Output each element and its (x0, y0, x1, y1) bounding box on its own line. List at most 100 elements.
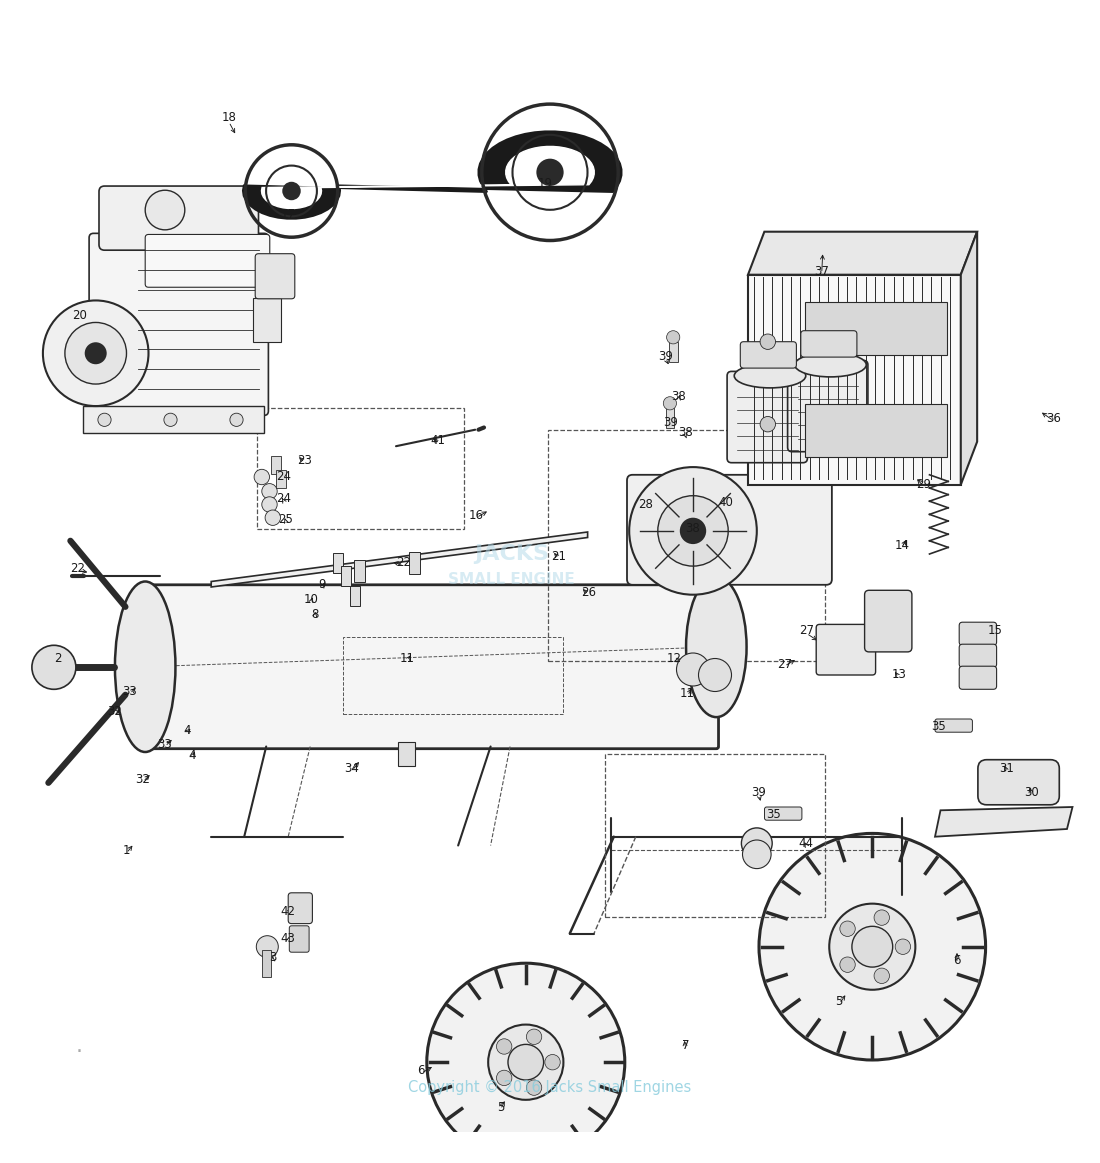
Bar (548, 429, 825, 661)
Text: 2: 2 (55, 652, 62, 665)
Circle shape (145, 191, 185, 230)
Text: 37: 37 (814, 265, 829, 278)
Text: 32: 32 (107, 705, 122, 718)
Text: 25: 25 (278, 513, 294, 527)
Text: 5: 5 (836, 996, 843, 1008)
Circle shape (851, 926, 893, 968)
FancyBboxPatch shape (978, 759, 1059, 805)
FancyBboxPatch shape (627, 475, 832, 585)
Circle shape (829, 904, 915, 990)
Ellipse shape (794, 352, 867, 377)
Text: 27: 27 (777, 657, 792, 671)
Text: 24: 24 (276, 492, 292, 506)
Text: 41: 41 (430, 434, 446, 448)
Bar (666, 408, 674, 428)
Text: 6: 6 (418, 1064, 425, 1077)
Circle shape (840, 921, 856, 936)
Bar (341, 566, 351, 586)
Bar (333, 552, 343, 572)
FancyBboxPatch shape (727, 371, 807, 463)
Ellipse shape (735, 364, 805, 388)
Circle shape (262, 484, 277, 499)
Bar (271, 456, 281, 473)
Text: 17: 17 (280, 208, 296, 221)
Text: 22: 22 (70, 562, 86, 575)
Text: 24: 24 (276, 471, 292, 484)
Text: 20: 20 (72, 309, 87, 322)
Circle shape (658, 495, 728, 566)
Polygon shape (211, 531, 587, 587)
Circle shape (508, 1044, 543, 1080)
Polygon shape (748, 231, 977, 274)
Text: 38: 38 (678, 427, 693, 440)
Text: 28: 28 (638, 498, 653, 511)
FancyBboxPatch shape (959, 644, 997, 668)
Text: 12: 12 (667, 652, 682, 665)
Text: 14: 14 (894, 538, 910, 551)
Circle shape (527, 1029, 542, 1044)
Circle shape (496, 1039, 512, 1054)
Text: 19: 19 (538, 177, 553, 190)
Bar (398, 742, 415, 766)
Circle shape (265, 511, 280, 526)
FancyBboxPatch shape (288, 893, 312, 923)
Polygon shape (935, 807, 1072, 836)
Circle shape (760, 334, 775, 349)
Bar (262, 950, 271, 977)
Text: 30: 30 (1024, 786, 1040, 799)
Circle shape (629, 468, 757, 594)
Bar (257, 408, 464, 529)
Circle shape (254, 470, 270, 485)
Text: 27: 27 (799, 625, 814, 637)
Bar (82, 406, 264, 433)
Text: 8: 8 (311, 608, 318, 621)
Bar (805, 302, 947, 355)
Circle shape (759, 834, 986, 1059)
Circle shape (680, 518, 706, 544)
Text: 42: 42 (280, 905, 296, 918)
Text: JACKS: JACKS (474, 544, 549, 564)
Circle shape (537, 158, 563, 186)
Text: 6: 6 (954, 955, 960, 968)
Bar (276, 470, 286, 488)
Polygon shape (262, 147, 594, 208)
Text: 18: 18 (221, 110, 236, 123)
FancyBboxPatch shape (143, 585, 718, 749)
Text: 31: 31 (999, 762, 1014, 775)
Bar (343, 636, 563, 713)
Text: 38: 38 (685, 522, 701, 535)
Circle shape (698, 658, 732, 692)
FancyBboxPatch shape (289, 926, 309, 952)
Text: Copyright © 2016 Jacks Small Engines: Copyright © 2016 Jacks Small Engines (408, 1080, 692, 1096)
Circle shape (262, 497, 277, 512)
Text: 26: 26 (581, 586, 596, 599)
FancyBboxPatch shape (788, 361, 868, 451)
Ellipse shape (686, 577, 747, 718)
Text: 3: 3 (270, 951, 276, 964)
Bar (350, 586, 360, 606)
Circle shape (98, 413, 111, 427)
Text: 11: 11 (399, 652, 415, 665)
Text: 29: 29 (916, 478, 932, 491)
FancyBboxPatch shape (89, 234, 268, 415)
FancyBboxPatch shape (99, 186, 258, 250)
Circle shape (496, 1070, 512, 1085)
Circle shape (663, 397, 676, 409)
Circle shape (230, 413, 243, 427)
Bar (253, 298, 280, 342)
Circle shape (427, 963, 625, 1161)
Text: 4: 4 (184, 723, 190, 736)
Text: 22: 22 (396, 556, 411, 570)
FancyBboxPatch shape (959, 622, 997, 645)
Circle shape (874, 909, 890, 926)
Circle shape (43, 300, 148, 406)
Bar (605, 754, 825, 916)
Circle shape (32, 645, 76, 690)
Circle shape (544, 1055, 560, 1070)
Text: 5: 5 (497, 1101, 504, 1114)
Polygon shape (960, 231, 977, 485)
FancyBboxPatch shape (740, 342, 796, 369)
Text: 21: 21 (551, 550, 566, 563)
Text: 23: 23 (297, 454, 312, 468)
Bar (669, 342, 678, 362)
